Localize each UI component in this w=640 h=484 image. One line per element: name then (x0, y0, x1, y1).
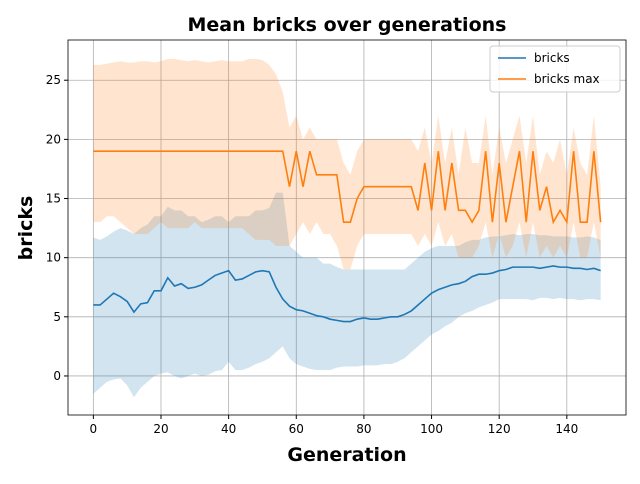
y-tick-label: 25 (46, 73, 61, 87)
y-axis-label: bricks (15, 196, 37, 261)
line (93, 265, 601, 323)
x-tick-label: 20 (153, 422, 168, 436)
y-tick-label: 5 (53, 310, 61, 324)
plot-frame (67, 39, 627, 416)
x-tick-label: 80 (356, 422, 371, 436)
x-axis-label: Generation (287, 444, 406, 466)
y-tick-label: 10 (46, 251, 61, 265)
legend-label: bricks max (534, 72, 600, 86)
x-tick-label: 100 (420, 422, 443, 436)
legend: bricks bricks max (489, 45, 621, 93)
x-tick-label: 140 (555, 422, 578, 436)
y-tick-label: 0 (53, 369, 61, 383)
x-tick-label: 40 (221, 422, 236, 436)
band (93, 58, 601, 270)
y-tick-label: 20 (46, 132, 61, 146)
band (93, 192, 601, 398)
x-tick-label: 120 (488, 422, 511, 436)
x-tick-label: 0 (90, 422, 98, 436)
y-tick-label: 15 (46, 192, 61, 206)
legend-label: bricks (534, 51, 570, 65)
line (93, 150, 602, 225)
chart-title: Mean bricks over generations (188, 14, 507, 36)
x-tick-label: 60 (289, 422, 304, 436)
